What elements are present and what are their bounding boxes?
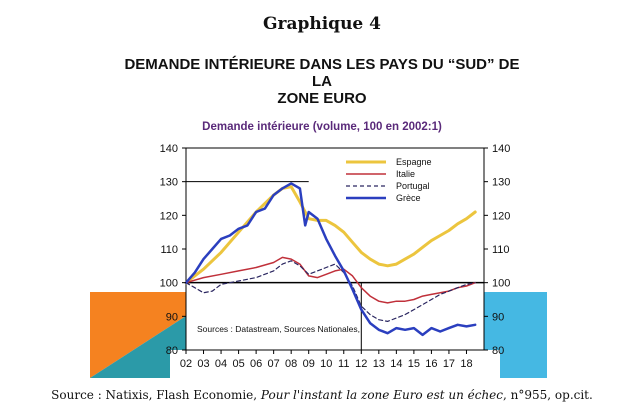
y-tick-label-left: 80 <box>166 345 178 357</box>
x-tick-label: 07 <box>268 358 280 370</box>
series-line-0 <box>184 185 477 285</box>
x-tick-label: 05 <box>232 358 244 370</box>
y-tick-label-right: 130 <box>492 177 510 189</box>
x-tick-label: 08 <box>285 358 297 370</box>
y-tick-label-right: 100 <box>492 278 510 290</box>
legend-label-2: Portugal <box>396 181 430 191</box>
y-tick-label-right: 140 <box>492 143 510 155</box>
y-tick-label-right: 120 <box>492 210 510 222</box>
reference-lines <box>186 181 484 350</box>
y-tick-label-left: 100 <box>160 278 178 290</box>
deco-orange-shape <box>90 292 186 378</box>
source-suffix: , n°955, op.cit. <box>503 388 593 402</box>
x-tick-label: 16 <box>425 358 437 370</box>
y-tick-label-left: 90 <box>166 311 178 323</box>
series-lines <box>184 182 477 337</box>
deco-teal-shape <box>90 316 186 378</box>
series-line-3 <box>184 182 477 337</box>
x-tick-label: 15 <box>408 358 420 370</box>
source-caption: Source : Natixis, Flash Economie, Pour l… <box>0 388 644 402</box>
x-tick-label: 11 <box>338 358 349 370</box>
legend-label-3: Grèce <box>396 193 421 203</box>
y-tick-label-left: 140 <box>160 143 178 155</box>
axes: 80 80 90 90 100 100 110 110 120 120 130 130 140 140 02… <box>160 143 511 370</box>
chart-title: DEMANDE INTÉRIEURE DANS LES PAYS DU “SUD… <box>90 56 554 107</box>
x-tick-label: 09 <box>303 358 315 370</box>
chart-title-line-3: ZONE EURO <box>277 90 367 107</box>
x-tick-label: 06 <box>250 358 262 370</box>
x-tick-label: 12 <box>355 358 367 370</box>
series-line-1 <box>185 256 476 304</box>
x-tick-label: 04 <box>215 358 227 370</box>
x-tick-label: 03 <box>197 358 209 370</box>
chart-subtitle: Demande intérieure (volume, 100 en 2002:… <box>202 121 442 133</box>
x-tick-label: 17 <box>443 358 455 370</box>
y-tick-label-left: 110 <box>160 244 178 256</box>
source-title: Pour l'instant la zone Euro est un échec <box>260 388 504 402</box>
x-tick-label: 14 <box>390 358 402 370</box>
figure-heading: Graphique 4 <box>262 14 381 34</box>
y-tick-label-right: 110 <box>492 244 510 256</box>
x-tick-label: 18 <box>460 358 472 370</box>
chart-title-line-2: LA <box>312 73 332 90</box>
plot-area <box>185 147 485 351</box>
y-tick-label-right: 80 <box>492 345 504 357</box>
x-tick-label: 10 <box>320 358 332 370</box>
y-tick-label-right: 90 <box>492 311 504 323</box>
x-tick-label: 02 <box>180 358 192 370</box>
deco-label-strip <box>170 350 500 378</box>
sources-note: Sources : Datastream, Sources Nationales… <box>197 324 360 334</box>
legend: Espagne Italie Portugal Grèce <box>346 157 432 203</box>
y-tick-label-left: 120 <box>160 210 178 222</box>
chart-title-line-1: DEMANDE INTÉRIEURE DANS LES PAYS DU “SUD… <box>124 56 520 73</box>
legend-label-0: Espagne <box>396 157 432 167</box>
decorative-background <box>90 292 547 378</box>
y-tick-label-left: 130 <box>160 177 178 189</box>
legend-label-1: Italie <box>396 169 415 179</box>
source-prefix: Source : Natixis, Flash Economie, <box>51 388 261 402</box>
x-tick-label: 13 <box>373 358 385 370</box>
